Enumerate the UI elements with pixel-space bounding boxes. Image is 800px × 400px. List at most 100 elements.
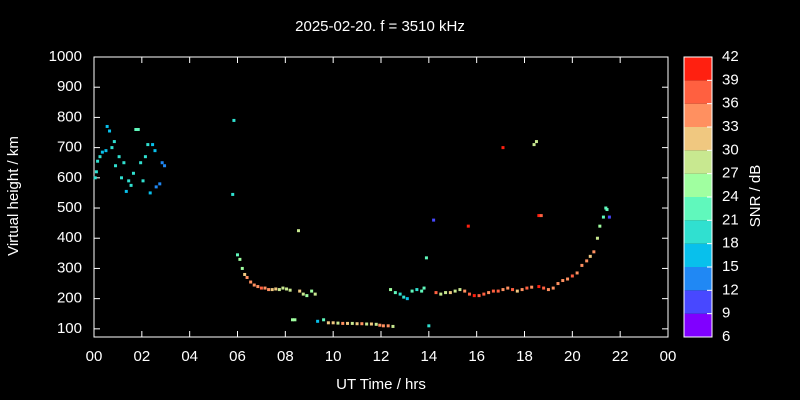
point: [566, 277, 570, 281]
point: [141, 179, 145, 183]
point: [281, 286, 285, 290]
point: [420, 289, 424, 293]
point: [365, 322, 369, 326]
point: [607, 215, 611, 219]
point: [336, 321, 340, 325]
point: [110, 146, 114, 150]
point: [463, 289, 467, 293]
point: [117, 155, 121, 159]
point: [369, 322, 373, 326]
point: [256, 285, 260, 289]
colorbar-tick-label: 27: [722, 165, 739, 182]
colorbar-tick-label: 18: [722, 235, 739, 252]
point: [148, 191, 152, 195]
colorbar-tick-label: 33: [722, 118, 739, 135]
point: [439, 292, 443, 296]
colorbar-swatch: [684, 127, 712, 151]
point: [355, 322, 359, 326]
point: [467, 292, 471, 296]
colorbar-tick-label: 24: [722, 188, 739, 205]
point: [530, 285, 534, 289]
y-tick-label: 300: [57, 259, 82, 276]
point: [585, 259, 589, 263]
point: [267, 288, 271, 292]
point: [605, 208, 609, 212]
point: [293, 318, 297, 322]
point: [506, 286, 510, 290]
point: [537, 285, 541, 289]
colorbar-swatch: [684, 80, 712, 104]
x-tick-label: 20: [564, 348, 581, 365]
point: [511, 288, 515, 292]
point: [422, 286, 426, 290]
point: [305, 294, 309, 298]
x-tick-label: 22: [612, 348, 629, 365]
point: [122, 161, 126, 165]
chart-title: 2025-02-20. f = 3510 kHz: [295, 18, 465, 35]
point: [415, 288, 419, 292]
x-tick-label: 00: [86, 348, 103, 365]
point: [134, 127, 138, 131]
point: [105, 124, 109, 128]
point: [341, 321, 345, 325]
point: [410, 289, 414, 293]
x-tick-label: 14: [420, 348, 437, 365]
colorbar-tick-label: 39: [722, 71, 739, 88]
point: [127, 179, 131, 183]
point: [381, 324, 385, 328]
point: [515, 289, 519, 293]
colorbar-tick-label: 42: [722, 48, 739, 65]
point: [231, 192, 235, 196]
point: [398, 292, 402, 296]
point: [360, 322, 364, 326]
point: [124, 189, 128, 193]
point: [595, 236, 599, 240]
point: [482, 292, 486, 296]
point: [285, 287, 289, 291]
y-tick-label: 100: [57, 320, 82, 337]
point: [232, 118, 236, 122]
point: [598, 224, 602, 228]
point: [310, 289, 314, 293]
colorbar-tick-label: 6: [722, 328, 730, 345]
colorbar-tick-label: 9: [722, 305, 730, 322]
point: [539, 214, 543, 218]
colorbar-swatch: [684, 243, 712, 267]
point: [291, 318, 295, 322]
point: [472, 294, 476, 298]
point: [391, 324, 395, 328]
point: [386, 324, 390, 328]
point: [240, 266, 244, 270]
point: [350, 321, 354, 325]
y-tick-label: 700: [57, 139, 82, 156]
point: [570, 274, 574, 278]
point: [580, 263, 584, 267]
point: [143, 155, 147, 159]
point: [120, 176, 124, 180]
point: [487, 291, 491, 295]
point: [326, 321, 330, 325]
point: [100, 150, 104, 154]
point: [136, 127, 140, 131]
point: [146, 143, 150, 147]
point: [378, 323, 382, 327]
point: [151, 143, 155, 147]
point: [129, 183, 133, 187]
colorbar-swatch: [684, 313, 712, 337]
x-tick-label: 02: [133, 348, 150, 365]
point: [96, 159, 100, 163]
point: [453, 289, 457, 293]
y-tick-label: 500: [57, 199, 82, 216]
x-axis-label: UT Time / hrs: [336, 376, 426, 393]
colorbar-tick-label: 12: [722, 281, 739, 298]
point: [346, 321, 350, 325]
y-tick-label: 400: [57, 229, 82, 246]
point: [496, 289, 500, 293]
point: [313, 292, 317, 296]
point: [604, 206, 608, 210]
point: [588, 254, 592, 258]
point: [491, 289, 495, 293]
point: [561, 279, 565, 283]
point: [432, 218, 436, 222]
